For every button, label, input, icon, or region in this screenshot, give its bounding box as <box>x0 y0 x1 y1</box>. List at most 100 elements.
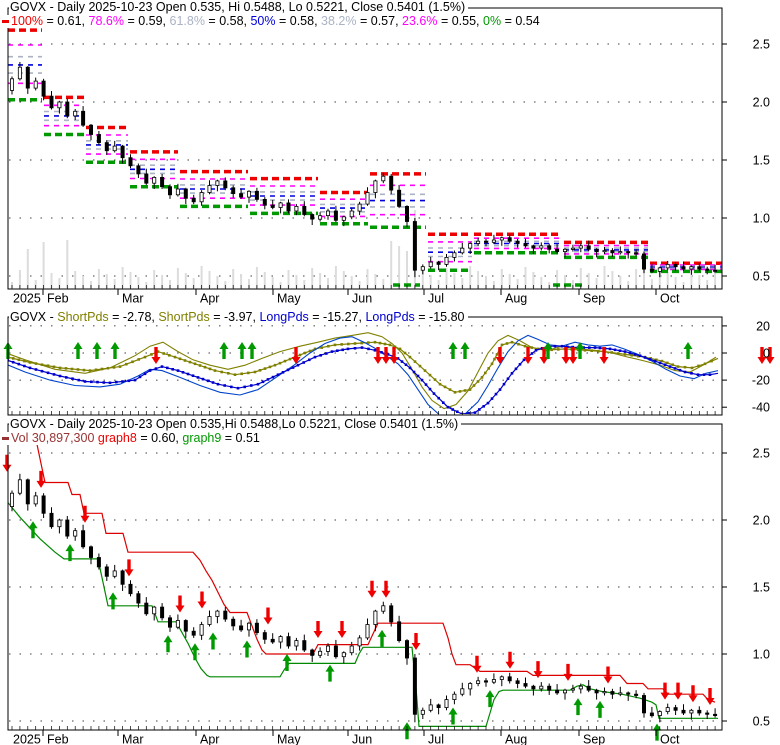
candle <box>563 248 568 253</box>
legend-dash-icon <box>2 20 9 23</box>
buy-signal-arrow-icon <box>28 521 38 539</box>
candle <box>318 215 323 220</box>
series-marker <box>176 369 180 372</box>
top-header-ohlc: GOVX - Daily 2025-10-23 Open 0.535, Hi 0… <box>10 0 466 14</box>
candle <box>689 266 694 270</box>
buy-signal-arrow-icon <box>108 592 118 610</box>
series-marker <box>125 362 128 366</box>
sell-signal-arrow-icon <box>765 347 775 364</box>
series-marker <box>360 341 363 345</box>
buy-signal-arrow-icon <box>573 698 583 716</box>
oscillator-panel: 20 0 -20 -40 <box>1 316 775 416</box>
candle <box>167 186 172 196</box>
candle <box>689 709 694 714</box>
series-marker <box>150 353 153 356</box>
buy-signal-arrow-icon <box>595 700 605 718</box>
series-marker <box>380 351 383 354</box>
series-marker <box>168 354 171 357</box>
sell-signal-arrow-icon <box>688 685 698 703</box>
series-marker <box>296 363 300 367</box>
candle <box>270 638 275 643</box>
series-marker <box>610 351 613 354</box>
legend-item-value: = 0.58, <box>275 14 322 28</box>
volume-bar <box>50 273 53 288</box>
series-marker <box>230 385 233 389</box>
candle <box>96 134 101 144</box>
candle <box>515 240 520 244</box>
candle <box>333 645 338 658</box>
series-marker <box>493 357 496 361</box>
sell-signal-arrow-icon <box>533 661 543 679</box>
sell-signal-arrow-icon <box>381 580 391 598</box>
series-marker <box>263 367 267 370</box>
candle <box>491 239 496 243</box>
series-marker <box>196 376 200 379</box>
month-label: Aug <box>505 292 527 306</box>
series-marker <box>160 365 164 368</box>
volume-bar <box>248 279 250 288</box>
candle <box>618 251 623 254</box>
legend-item-label: 61.8% <box>169 14 205 28</box>
series-marker <box>468 388 472 391</box>
series-marker <box>683 365 687 369</box>
candle <box>357 203 362 212</box>
volume-bar <box>485 276 487 288</box>
series-marker <box>613 348 617 352</box>
series-marker <box>690 366 694 370</box>
series-marker <box>227 372 230 375</box>
candle <box>294 205 299 212</box>
series-marker <box>268 365 272 369</box>
candle <box>681 266 686 270</box>
volume-bar <box>524 267 527 288</box>
series-marker <box>683 370 687 374</box>
series-marker <box>94 368 98 372</box>
series-marker <box>52 365 56 369</box>
series-marker <box>1 354 4 357</box>
series-marker <box>211 381 215 384</box>
volume-bar <box>224 281 227 288</box>
series-marker <box>256 382 260 386</box>
series-marker <box>143 355 147 359</box>
volume-bar <box>571 280 574 288</box>
volume-bar <box>666 272 669 288</box>
candle <box>365 192 370 205</box>
candle <box>578 245 583 249</box>
candle <box>681 709 686 714</box>
candle <box>318 650 323 656</box>
series-marker <box>250 384 253 387</box>
series-marker <box>473 411 477 414</box>
volume-bar <box>650 279 653 288</box>
volume-bar <box>192 278 195 288</box>
candle <box>57 519 62 528</box>
bottom-panel-header: GOVX - Daily 2025-10-23 Open 0.535,Hi 0.… <box>9 418 462 431</box>
candle <box>302 205 307 215</box>
candle <box>626 692 631 695</box>
volume-bar <box>342 271 345 288</box>
series-marker <box>608 347 612 351</box>
candle <box>104 566 109 577</box>
candle <box>57 101 62 109</box>
candle <box>81 530 86 548</box>
series-marker <box>628 351 632 355</box>
volume-bar <box>516 279 519 288</box>
sell-signal-arrow-icon <box>291 347 301 364</box>
buy-signal-arrow-icon <box>652 723 662 741</box>
legend-item-label: 50% <box>250 14 276 28</box>
month-label: Jul <box>428 292 444 306</box>
series-marker <box>137 358 140 361</box>
series-marker <box>148 369 152 372</box>
volume-bar <box>169 280 171 288</box>
series-marker <box>490 397 494 400</box>
sell-signal-arrow-icon <box>757 347 767 364</box>
series-marker <box>523 344 527 348</box>
candle <box>33 80 38 89</box>
volume-bar <box>327 278 329 288</box>
candle <box>642 253 647 270</box>
candle <box>547 245 552 250</box>
candle <box>657 267 662 272</box>
series-marker <box>333 343 337 347</box>
volume-bar <box>137 277 140 288</box>
candle <box>586 685 591 691</box>
series-marker <box>206 379 210 383</box>
